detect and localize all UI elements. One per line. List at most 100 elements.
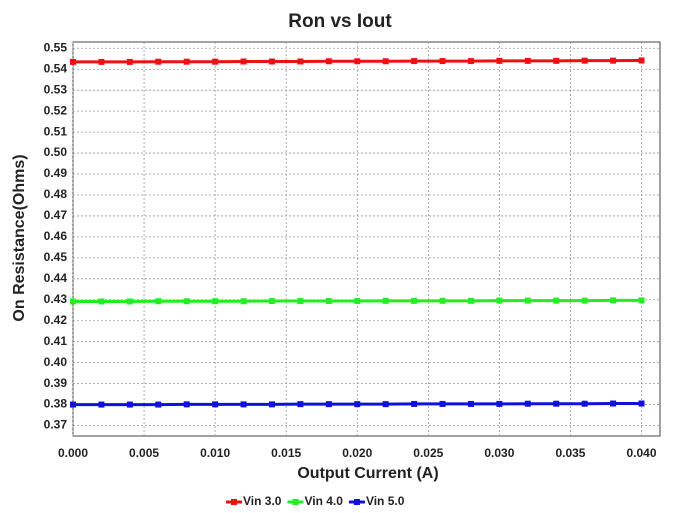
point	[126, 401, 133, 408]
x-tick-label: 0.010	[200, 446, 230, 460]
point	[297, 58, 304, 65]
y-tick-label: 0.41	[44, 334, 68, 348]
point	[382, 401, 389, 408]
chart-title: Ron vs Iout	[288, 11, 392, 32]
point	[524, 400, 531, 407]
point	[212, 58, 219, 65]
y-tick-label: 0.48	[44, 187, 68, 201]
point	[212, 298, 219, 305]
point	[382, 58, 389, 65]
point	[155, 298, 162, 305]
point	[581, 57, 588, 64]
point	[467, 58, 474, 65]
point	[411, 400, 418, 407]
point	[297, 298, 304, 305]
point	[183, 401, 190, 408]
point	[411, 297, 418, 304]
y-axis-label: On Resistance(Ohms)	[11, 154, 28, 321]
point	[212, 401, 219, 408]
y-tick-label: 0.50	[44, 145, 68, 159]
point	[325, 401, 332, 408]
y-tick-label: 0.42	[44, 313, 68, 327]
point	[354, 58, 361, 65]
legend-label: Vin 4.0	[304, 494, 343, 508]
legend-marker	[292, 499, 299, 505]
y-tick-label: 0.43	[44, 292, 68, 306]
point	[268, 58, 275, 65]
point	[354, 401, 361, 408]
point	[155, 401, 162, 408]
y-tick-label: 0.44	[44, 271, 68, 285]
point	[354, 298, 361, 305]
legend-marker	[353, 499, 360, 505]
point	[496, 57, 503, 64]
y-tick-label: 0.55	[44, 40, 68, 54]
x-tick-label: 0.020	[342, 446, 372, 460]
point	[325, 298, 332, 305]
point	[638, 400, 645, 407]
point	[183, 298, 190, 305]
point	[382, 297, 389, 304]
point	[183, 58, 190, 65]
point	[610, 57, 617, 64]
x-tick-label: 0.035	[555, 446, 585, 460]
point	[325, 58, 332, 65]
point	[467, 400, 474, 407]
legend-label: Vin 5.0	[366, 494, 405, 508]
point	[439, 297, 446, 304]
point	[70, 401, 76, 408]
x-tick-label: 0.040	[627, 446, 657, 460]
y-tick-label: 0.54	[44, 61, 68, 75]
legend-marker	[231, 499, 237, 505]
y-tick-label: 0.53	[44, 82, 68, 96]
point	[98, 401, 105, 408]
point	[98, 298, 105, 305]
point	[553, 57, 560, 64]
x-tick-label: 0.005	[129, 446, 159, 460]
point	[297, 401, 304, 408]
point	[70, 58, 76, 65]
point	[155, 58, 162, 65]
point	[553, 400, 560, 407]
point	[638, 297, 645, 304]
point	[126, 58, 133, 65]
x-tick-label: 0.030	[484, 446, 514, 460]
y-tick-label: 0.51	[44, 124, 68, 138]
y-tick-label: 0.40	[44, 355, 68, 369]
point	[524, 57, 531, 64]
point	[240, 58, 247, 65]
point	[98, 58, 105, 65]
point	[610, 400, 617, 407]
point	[126, 298, 133, 305]
x-axis-label: Output Current (A)	[297, 465, 438, 482]
x-tick-label: 0.025	[413, 446, 443, 460]
point	[610, 297, 617, 304]
y-tick-label: 0.49	[44, 166, 68, 180]
point	[268, 401, 275, 408]
point	[638, 57, 645, 64]
point	[240, 298, 247, 305]
y-tick-label: 0.39	[44, 376, 68, 390]
point	[70, 298, 76, 305]
point	[268, 298, 275, 305]
y-tick-label: 0.45	[44, 250, 68, 264]
x-tick-label: 0.015	[271, 446, 301, 460]
point	[581, 400, 588, 407]
x-tick-label: 0.000	[58, 446, 88, 460]
y-tick-label: 0.46	[44, 229, 68, 243]
point	[496, 400, 503, 407]
point	[439, 400, 446, 407]
point	[411, 58, 418, 65]
point	[524, 297, 531, 304]
point	[496, 297, 503, 304]
y-tick-label: 0.38	[44, 397, 68, 411]
point	[240, 401, 247, 408]
point	[439, 58, 446, 65]
plot-area	[72, 41, 661, 437]
point	[467, 297, 474, 304]
point	[553, 297, 560, 304]
y-tick-label: 0.37	[44, 418, 68, 432]
legend-label: Vin 3.0	[243, 494, 282, 508]
y-tick-label: 0.52	[44, 103, 68, 117]
